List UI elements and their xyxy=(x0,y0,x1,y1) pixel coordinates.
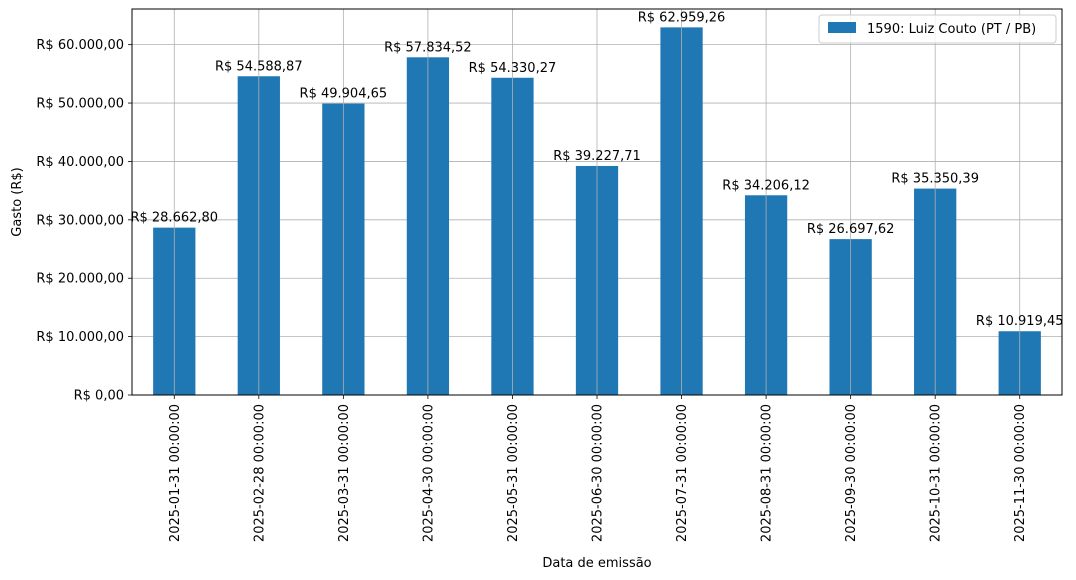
x-tick-label: 2025-09-30 00:00:00 xyxy=(844,404,859,542)
data-label: R$ 49.904,65 xyxy=(300,87,388,102)
x-tick-label: 2025-08-31 00:00:00 xyxy=(760,404,775,542)
x-tick-label: 2025-04-30 00:00:00 xyxy=(421,404,436,542)
y-tick-label: R$ 40.000,00 xyxy=(36,155,124,170)
x-axis-label: Data de emissão xyxy=(542,556,651,571)
legend-entry: 1590: Luiz Couto (PT / PB) xyxy=(867,22,1036,37)
y-tick-label: R$ 30.000,00 xyxy=(36,213,124,228)
legend: 1590: Luiz Couto (PT / PB) xyxy=(818,14,1057,44)
data-label: R$ 62.959,26 xyxy=(638,10,726,25)
data-label: R$ 34.206,12 xyxy=(722,178,810,193)
vertical-grid-layer xyxy=(173,9,1021,395)
data-label: R$ 54.588,87 xyxy=(215,59,303,74)
data-label: R$ 28.662,80 xyxy=(130,211,218,226)
y-axis-label: Gasto (R$) xyxy=(10,167,25,236)
x-tick-label: 2025-06-30 00:00:00 xyxy=(591,404,606,542)
y-tick-label: R$ 60.000,00 xyxy=(36,38,124,53)
y-tick-label: R$ 0,00 xyxy=(74,389,124,404)
data-labels: R$ 28.662,80 R$ 54.588,87 R$ 49.904,65 R$ 5… xyxy=(130,10,1063,329)
x-tick-label: 2025-05-31 00:00:00 xyxy=(506,404,521,542)
y-tick-label: R$ 20.000,00 xyxy=(36,272,124,287)
x-tick-label: 2025-10-31 00:00:00 xyxy=(929,404,944,542)
data-label: R$ 57.834,52 xyxy=(384,40,472,55)
data-label: R$ 26.697,62 xyxy=(807,222,895,237)
y-tick-label: R$ 10.000,00 xyxy=(36,330,124,345)
data-label: R$ 39.227,71 xyxy=(553,149,641,164)
x-axis: 2025-01-31 00:00:00 2025-02-28 00:00:00 20… xyxy=(168,395,1028,542)
x-tick-label: 2025-03-31 00:00:00 xyxy=(337,404,352,542)
legend-swatch xyxy=(828,22,856,33)
x-tick-label: 2025-07-31 00:00:00 xyxy=(675,404,690,542)
x-tick-label: 2025-01-31 00:00:00 xyxy=(168,404,183,542)
data-label: R$ 54.330,27 xyxy=(469,61,557,76)
x-tick-label: 2025-11-30 00:00:00 xyxy=(1013,404,1028,542)
data-label: R$ 10.919,45 xyxy=(976,314,1064,329)
data-label: R$ 35.350,39 xyxy=(891,172,979,187)
x-tick-label: 2025-02-28 00:00:00 xyxy=(252,404,267,542)
y-tick-label: R$ 50.000,00 xyxy=(36,97,124,112)
y-axis: R$ 0,00 R$ 10.000,00 R$ 20.000,00 R$ 30.000… xyxy=(36,38,132,404)
legend-box xyxy=(818,14,1057,44)
